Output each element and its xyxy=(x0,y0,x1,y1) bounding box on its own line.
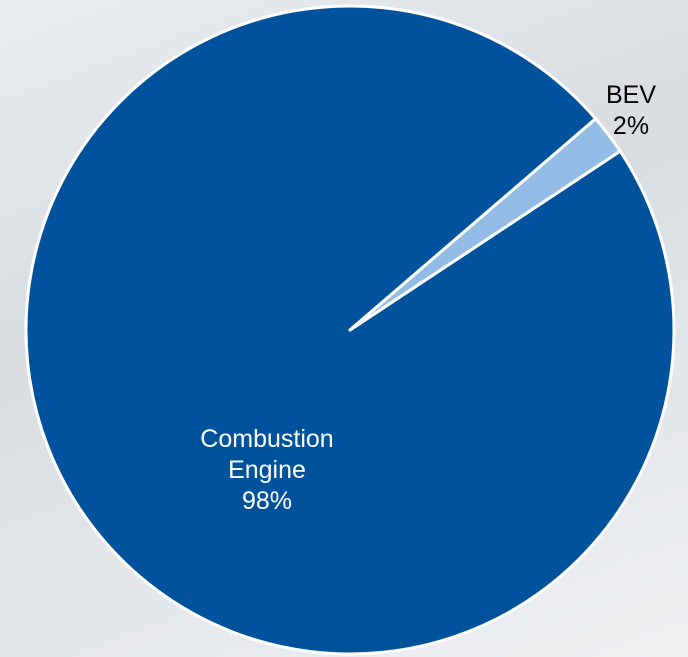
category-label: BEV xyxy=(605,81,657,109)
pie-slice xyxy=(348,117,622,332)
slice-label: Combustion Engine 98% xyxy=(172,424,362,517)
value-label: 2% xyxy=(612,112,650,140)
value-label: 98% xyxy=(241,486,293,515)
category-label: Combustion Engine xyxy=(200,424,334,484)
slice-label: BEV 2% xyxy=(541,80,688,142)
